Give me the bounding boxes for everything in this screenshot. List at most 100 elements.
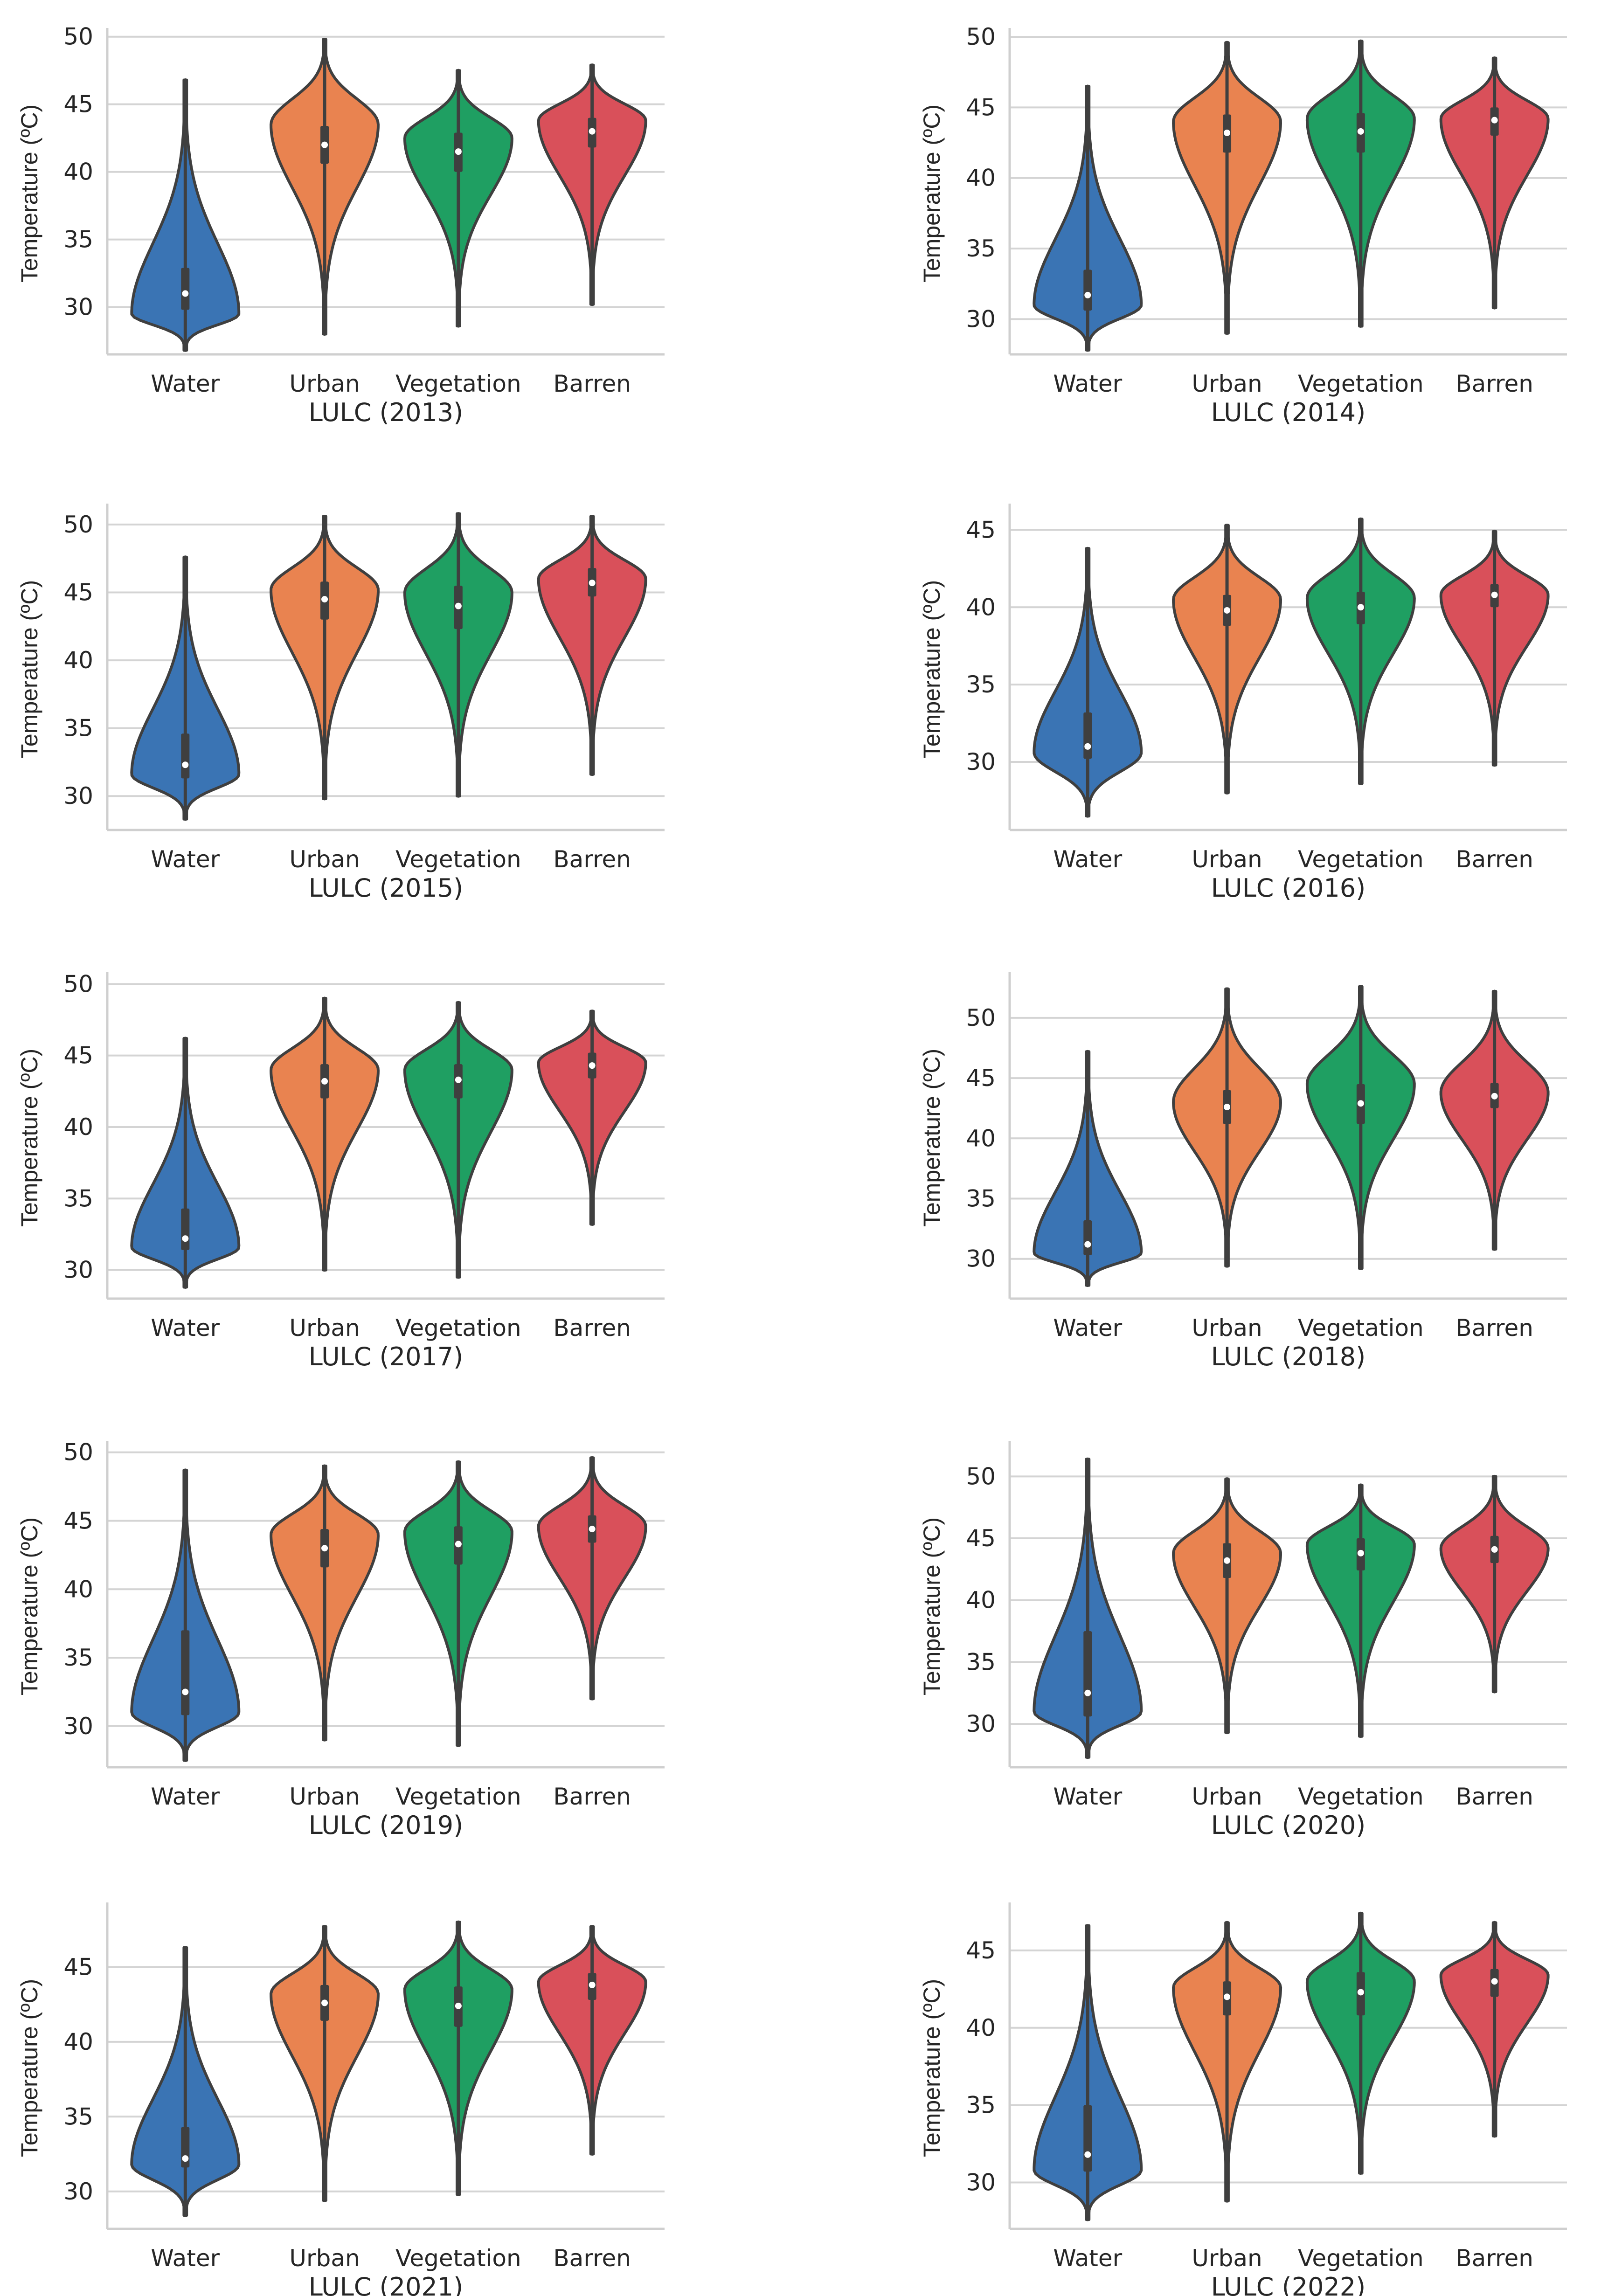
x-tick-label: Urban bbox=[1192, 846, 1262, 873]
y-tick-label: 40 bbox=[63, 2028, 93, 2055]
violin-iqr-box bbox=[181, 733, 190, 779]
x-tick-label: Vegetation bbox=[1298, 2245, 1424, 2272]
y-tick-label: 45 bbox=[63, 579, 93, 606]
violin-water bbox=[1033, 1457, 1143, 1759]
y-tick-label: 45 bbox=[966, 94, 996, 121]
violin-iqr-box bbox=[181, 268, 190, 310]
violin-urban bbox=[270, 37, 380, 336]
x-tick-label: Barren bbox=[1455, 2245, 1533, 2272]
violin-barren bbox=[1439, 1474, 1550, 1694]
y-tick-label: 35 bbox=[63, 1644, 93, 1671]
violin-median-dot bbox=[1084, 743, 1091, 750]
x-tick-label: Water bbox=[151, 1783, 220, 1810]
y-tick-label: 35 bbox=[966, 235, 996, 262]
x-tick-label: Barren bbox=[1455, 370, 1533, 397]
violin-median-dot bbox=[1357, 128, 1364, 135]
y-axis-title: Temperature (ºC) bbox=[16, 580, 42, 758]
violin-water bbox=[1033, 84, 1143, 352]
x-tick-label: Barren bbox=[1455, 1314, 1533, 1342]
y-tick-label: 50 bbox=[966, 1463, 996, 1490]
violin-median-dot bbox=[1491, 1978, 1498, 1985]
violin-panel-4: 30 35 40 45 Water Urban Vegetation Barren LULC (… bbox=[919, 504, 1567, 903]
violin-urban bbox=[270, 1464, 380, 1742]
violin-iqr-box bbox=[1083, 712, 1092, 759]
y-tick-label: 45 bbox=[966, 1525, 996, 1552]
violin-water bbox=[1033, 546, 1143, 818]
x-axis-title: LULC (2013) bbox=[309, 398, 463, 427]
y-tick-label: 40 bbox=[966, 2014, 996, 2041]
violin-panel-8: 30 35 40 45 50 Water Urban Vegetation Barren LULC… bbox=[919, 1441, 1567, 1840]
y-tick-label: 35 bbox=[63, 715, 93, 742]
violin-median-dot bbox=[455, 2002, 462, 2009]
violin-barren bbox=[1439, 989, 1550, 1251]
x-tick-label: Vegetation bbox=[395, 2245, 521, 2272]
y-tick-label: 30 bbox=[966, 1710, 996, 1737]
violin-median-dot bbox=[455, 1076, 462, 1083]
y-axis-title: Temperature (ºC) bbox=[919, 1517, 945, 1695]
violin-iqr-box bbox=[1083, 1220, 1092, 1255]
violin-water bbox=[130, 555, 241, 821]
violin-vegetation bbox=[403, 512, 513, 798]
violin-median-dot bbox=[182, 2155, 189, 2162]
y-tick-label: 40 bbox=[63, 1113, 93, 1141]
y-tick-label: 35 bbox=[966, 2092, 996, 2119]
y-tick-label: 35 bbox=[966, 671, 996, 698]
x-tick-label: Water bbox=[151, 1314, 220, 1342]
y-tick-label: 40 bbox=[966, 594, 996, 621]
y-tick-label: 35 bbox=[966, 1648, 996, 1675]
x-tick-label: Urban bbox=[1192, 1314, 1262, 1342]
violin-vegetation bbox=[403, 69, 513, 328]
x-tick-label: Urban bbox=[289, 846, 360, 873]
violin-median-dot bbox=[455, 148, 462, 155]
y-tick-label: 35 bbox=[63, 1185, 93, 1212]
x-tick-label: Urban bbox=[289, 370, 360, 397]
x-tick-label: Vegetation bbox=[1298, 846, 1424, 873]
x-tick-label: Urban bbox=[1192, 2245, 1262, 2272]
violin-vegetation bbox=[1305, 985, 1416, 1270]
x-tick-label: Barren bbox=[553, 2245, 631, 2272]
violin-barren bbox=[537, 1010, 647, 1226]
x-tick-label: Vegetation bbox=[1298, 1783, 1424, 1810]
violin-median-dot bbox=[182, 1688, 189, 1695]
violin-median-dot bbox=[589, 1981, 596, 1988]
violin-median-dot bbox=[321, 596, 328, 603]
violin-urban bbox=[270, 1925, 380, 2202]
x-tick-label: Water bbox=[1053, 2245, 1122, 2272]
violin-water bbox=[130, 1946, 241, 2217]
y-tick-label: 45 bbox=[966, 1937, 996, 1964]
violin-median-dot bbox=[182, 761, 189, 768]
x-axis-title: LULC (2014) bbox=[1211, 398, 1365, 427]
violin-median-dot bbox=[321, 141, 328, 148]
x-tick-label: Barren bbox=[1455, 846, 1533, 873]
violin-panel-3: 30 35 40 45 50 Water Urban Vegetation Barren LULC… bbox=[16, 504, 665, 903]
violin-panel-7: 30 35 40 45 50 Water Urban Vegetation Barren LULC… bbox=[16, 1439, 665, 1840]
violin-urban bbox=[1172, 523, 1282, 795]
violin-median-dot bbox=[182, 290, 189, 297]
y-tick-label: 45 bbox=[966, 516, 996, 543]
violin-urban bbox=[270, 514, 380, 801]
y-tick-label: 40 bbox=[63, 647, 93, 674]
violin-vegetation bbox=[1305, 1911, 1416, 2175]
y-tick-label: 45 bbox=[63, 1042, 93, 1069]
y-axis-title: Temperature (ºC) bbox=[16, 104, 42, 283]
y-tick-label: 30 bbox=[63, 782, 93, 809]
x-tick-label: Water bbox=[151, 2245, 220, 2272]
y-tick-label: 30 bbox=[63, 2178, 93, 2205]
violin-median-dot bbox=[1224, 1557, 1231, 1564]
x-tick-label: Water bbox=[151, 370, 220, 397]
y-axis-title: Temperature (ºC) bbox=[919, 580, 945, 758]
violin-median-dot bbox=[1224, 607, 1231, 614]
x-tick-label: Barren bbox=[1455, 1783, 1533, 1810]
violin-median-dot bbox=[1084, 1241, 1091, 1248]
violin-barren bbox=[1439, 56, 1550, 310]
x-tick-label: Water bbox=[1053, 1783, 1122, 1810]
violin-median-dot bbox=[1357, 1989, 1364, 1996]
violin-median-dot bbox=[1224, 129, 1231, 136]
violin-median-dot bbox=[1491, 117, 1498, 124]
violin-iqr-box bbox=[181, 1208, 190, 1250]
y-axis-title: Temperature (ºC) bbox=[919, 104, 945, 283]
violin-water bbox=[130, 1468, 241, 1762]
violin-median-dot bbox=[589, 1526, 596, 1533]
violin-urban bbox=[270, 996, 380, 1272]
